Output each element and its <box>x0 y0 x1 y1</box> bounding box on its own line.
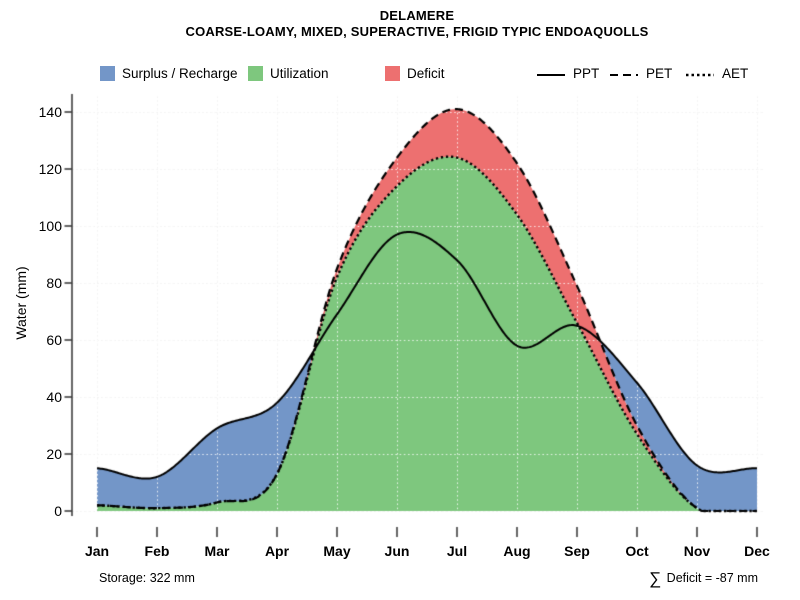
legend-surplus-label: Surplus / Recharge <box>122 66 238 81</box>
x-axis-month-label: Mar <box>204 543 230 559</box>
y-axis-tick-label: 100 <box>38 218 62 234</box>
x-axis-month-label: Sep <box>564 543 590 559</box>
y-axis-tick-label: 120 <box>38 161 62 177</box>
legend-deficit-label: Deficit <box>407 66 445 81</box>
x-axis-month-label: May <box>323 543 351 559</box>
x-axis-month-label: Feb <box>144 543 170 559</box>
x-axis-month-label: Nov <box>683 543 711 559</box>
y-axis-tick-label: 40 <box>46 389 62 405</box>
legend-item-aet: AET <box>686 65 748 82</box>
y-axis-tick-label: 60 <box>46 332 62 348</box>
legend-item-surplus: Surplus / Recharge <box>100 65 238 82</box>
storage-annotation: Storage: 322 mm <box>99 571 195 585</box>
sigma-icon: ∑ <box>649 569 662 588</box>
legend-item-ppt: PPT <box>537 65 599 82</box>
pet-dashed-line-icon <box>610 66 638 81</box>
utilization-swatch-icon <box>248 66 263 81</box>
x-axis-month-label: Apr <box>264 543 290 559</box>
legend-item-utilization: Utilization <box>248 65 329 82</box>
deficit-annotation: ∑ Deficit = -87 mm <box>649 569 758 589</box>
x-axis-month-label: Jul <box>446 543 468 559</box>
legend-ppt-label: PPT <box>573 66 600 81</box>
aet-dotted-line-icon <box>686 66 714 81</box>
x-axis-month-label: Oct <box>625 543 649 559</box>
chart-title: DELAMERE <box>379 8 455 23</box>
chart-subtitle: COARSE-LOAMY, MIXED, SUPERACTIVE, FRIGID… <box>185 24 649 39</box>
legend-item-deficit: Deficit <box>385 65 445 82</box>
legend-item-pet: PET <box>610 65 672 82</box>
deficit-swatch-icon <box>385 66 400 81</box>
y-axis-tick-label: 140 <box>38 104 62 120</box>
deficit-annotation-text: Deficit = -87 mm <box>663 571 758 585</box>
y-axis-tick-label: 20 <box>46 446 62 462</box>
legend-aet-label: AET <box>722 66 749 81</box>
surplus-swatch-icon <box>100 66 115 81</box>
y-axis-tick-label: 80 <box>46 275 62 291</box>
legend-pet-label: PET <box>646 66 673 81</box>
x-axis-month-label: Jan <box>84 543 110 559</box>
ppt-solid-line-icon <box>537 66 565 81</box>
y-axis-tick-label: 0 <box>54 503 62 519</box>
legend-utilization-label: Utilization <box>270 66 329 81</box>
x-axis-month-label: Aug <box>503 543 531 559</box>
x-axis-month-label: Jun <box>384 543 410 559</box>
x-axis-month-label: Dec <box>744 543 770 559</box>
